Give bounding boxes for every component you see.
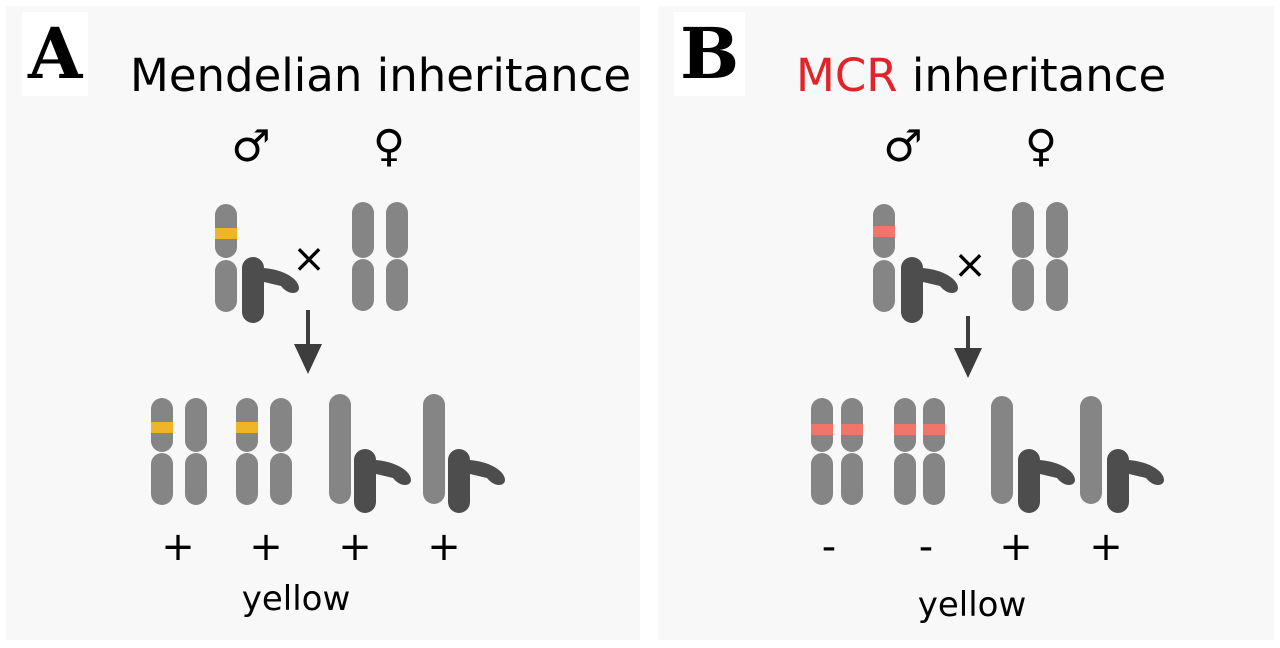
x-chromosome-upper — [1046, 202, 1068, 258]
phenotype-sign: - — [919, 524, 933, 570]
title-highlight: MCR — [796, 49, 898, 102]
phenotype-label: yellow — [918, 585, 1027, 625]
x-chromosome-lower — [352, 259, 374, 311]
x-chromosome-lower — [386, 259, 408, 311]
x-chromosome-lower — [873, 260, 895, 312]
offspring-female-2 — [236, 398, 292, 505]
phenotype-label: yellow — [242, 579, 351, 619]
cross-symbol: × — [953, 242, 987, 288]
offspring-male-2 — [1080, 396, 1164, 513]
x-chromosome-upper — [386, 202, 408, 258]
phenotype-sign: + — [999, 524, 1033, 570]
mcr-marker — [873, 226, 895, 237]
male-parent-chromosomes — [873, 204, 958, 323]
x-chromosome-lower — [215, 260, 237, 312]
panel-mendelian: A Mendelian inheritance ♂ ♀ × — [6, 6, 640, 640]
x-chromosome-upper — [1012, 202, 1034, 258]
x-chromosome-lower — [1012, 259, 1034, 311]
cross-symbol: × — [292, 236, 326, 282]
panel-letter: B — [674, 12, 746, 96]
inheritance-diagram: ♂ ♀ × — [811, 121, 1164, 625]
panel-mcr: B MCR inheritance ♂ ♀ × — [658, 6, 1274, 640]
female-symbol: ♀ — [1025, 121, 1057, 172]
x-chromosome-lower — [1046, 259, 1068, 311]
female-symbol: ♀ — [373, 121, 405, 172]
x-chromosome-upper — [352, 202, 374, 258]
y-chromosome — [901, 257, 958, 323]
phenotype-sign: + — [249, 524, 283, 570]
phenotype-sign: + — [427, 524, 461, 570]
phenotype-sign: + — [1089, 524, 1123, 570]
female-parent-chromosomes — [352, 202, 408, 311]
offspring-male-1 — [991, 396, 1075, 513]
phenotype-sign: + — [161, 524, 195, 570]
male-symbol: ♂ — [231, 121, 270, 172]
inheritance-diagram: ♂ ♀ × — [151, 121, 505, 619]
down-arrow-icon — [954, 316, 982, 378]
male-symbol: ♂ — [883, 121, 922, 172]
y-chromosome — [242, 257, 299, 323]
offspring-male-1 — [329, 394, 411, 513]
panel-title: Mendelian inheritance — [130, 49, 632, 102]
offspring-female-1 — [811, 398, 863, 505]
panel-letter: A — [22, 12, 89, 96]
yellow-marker — [215, 228, 237, 239]
phenotype-sign: + — [338, 524, 372, 570]
offspring-male-2 — [423, 394, 505, 513]
panel-title: MCR inheritance — [796, 46, 1166, 106]
down-arrow-icon — [294, 310, 322, 374]
male-parent-chromosomes — [215, 204, 299, 323]
female-parent-chromosomes — [1012, 202, 1068, 311]
title-rest: inheritance — [897, 49, 1167, 102]
offspring-female-2 — [894, 398, 945, 505]
phenotype-sign: - — [822, 524, 836, 570]
offspring-female-1 — [151, 398, 207, 505]
